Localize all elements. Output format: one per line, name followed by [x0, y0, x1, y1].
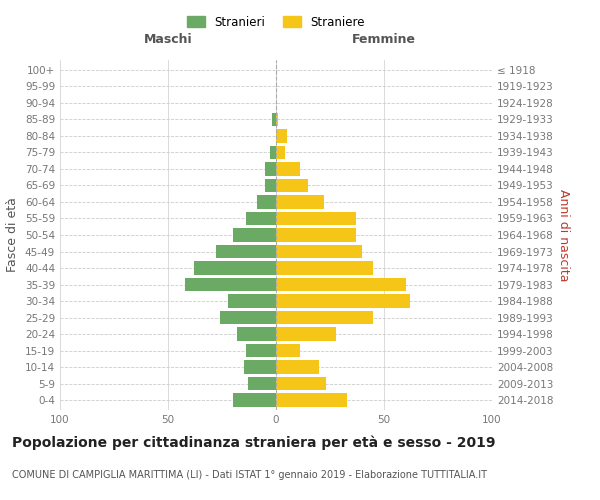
Bar: [276, 113, 278, 126]
Legend: Stranieri, Straniere: Stranieri, Straniere: [182, 11, 370, 34]
Bar: [276, 212, 356, 225]
Bar: [248, 377, 276, 390]
Bar: [276, 394, 347, 406]
Bar: [276, 278, 406, 291]
Bar: [276, 245, 362, 258]
Bar: [229, 294, 276, 308]
Bar: [233, 394, 276, 406]
Bar: [276, 196, 323, 208]
Bar: [194, 262, 276, 274]
Text: COMUNE DI CAMPIGLIA MARITTIMA (LI) - Dati ISTAT 1° gennaio 2019 - Elaborazione T: COMUNE DI CAMPIGLIA MARITTIMA (LI) - Dat…: [12, 470, 487, 480]
Bar: [265, 162, 276, 175]
Bar: [272, 113, 276, 126]
Bar: [215, 245, 276, 258]
Y-axis label: Anni di nascita: Anni di nascita: [557, 188, 570, 281]
Bar: [246, 344, 276, 357]
Bar: [269, 146, 276, 159]
Bar: [276, 228, 356, 241]
Text: Femmine: Femmine: [352, 33, 416, 46]
Bar: [276, 344, 300, 357]
Bar: [244, 360, 276, 374]
Bar: [276, 162, 300, 175]
Bar: [220, 311, 276, 324]
Bar: [257, 196, 276, 208]
Bar: [276, 262, 373, 274]
Bar: [265, 179, 276, 192]
Text: Maschi: Maschi: [143, 33, 193, 46]
Bar: [185, 278, 276, 291]
Y-axis label: Fasce di età: Fasce di età: [7, 198, 19, 272]
Bar: [276, 328, 337, 340]
Bar: [233, 228, 276, 241]
Bar: [276, 146, 284, 159]
Bar: [276, 311, 373, 324]
Bar: [276, 130, 287, 142]
Bar: [276, 377, 326, 390]
Bar: [246, 212, 276, 225]
Bar: [276, 294, 410, 308]
Bar: [276, 179, 308, 192]
Bar: [276, 360, 319, 374]
Bar: [237, 328, 276, 340]
Text: Popolazione per cittadinanza straniera per età e sesso - 2019: Popolazione per cittadinanza straniera p…: [12, 435, 496, 450]
